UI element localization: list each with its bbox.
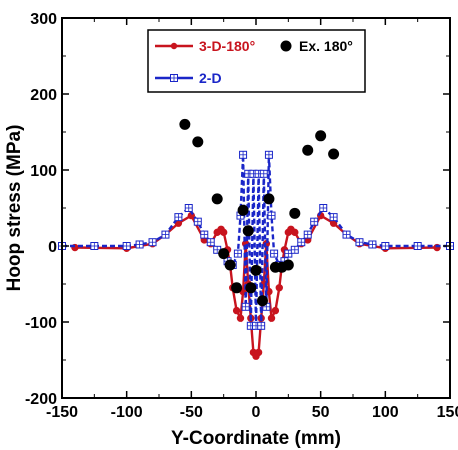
series-2d-point (233, 249, 242, 258)
series-3d-180-point (254, 348, 263, 357)
series-layer (58, 118, 454, 360)
x-tick-label: -150 (46, 404, 78, 421)
series-3d-180-point (291, 228, 299, 237)
series-ex-180-point (250, 264, 262, 276)
legend-ex-180-marker (280, 40, 292, 52)
series-2d-point (135, 240, 144, 249)
series-2d-point (241, 302, 250, 311)
y-tick-label: -100 (25, 315, 57, 332)
x-tick-label: -50 (180, 404, 203, 421)
series-2d-point (368, 240, 377, 249)
series-2d-point (381, 242, 390, 250)
series-ex-180-point (245, 282, 257, 294)
y-tick-label: 100 (30, 163, 57, 180)
series-2d-point (264, 150, 273, 159)
series-3d-180-point (236, 314, 245, 322)
series-2d-point (270, 249, 279, 258)
series-ex-180-point (242, 225, 254, 237)
x-axis-title: Y-Coordinate (mm) (171, 428, 341, 449)
series-ex-180-point (231, 282, 243, 294)
y-tick-label: 0 (48, 239, 57, 256)
series-2d-point (290, 245, 299, 254)
series-3d-180-point (219, 228, 228, 237)
series-2d-point (90, 242, 99, 250)
series-ex-180 (179, 118, 340, 307)
legend-ex-180-label: Ex. 180° (299, 38, 353, 54)
series-2d-point (200, 230, 209, 239)
series-2d-point (174, 213, 183, 222)
series-2d-point (161, 230, 170, 239)
series-ex-180-point (211, 193, 223, 205)
series-ex-180-point (256, 295, 268, 307)
series-2d-line (62, 154, 450, 326)
y-tick-label: 200 (30, 87, 57, 104)
series-ex-180-point (218, 248, 230, 260)
y-tick-label: -200 (25, 391, 57, 408)
x-tick-label: 0 (252, 404, 261, 421)
series-2d-point (297, 238, 306, 247)
series-2d-point (239, 150, 248, 159)
series-2d-point (259, 169, 268, 178)
series-ex-180-point (328, 148, 340, 160)
series-2d-point (413, 242, 422, 250)
legend-3d-180-marker (170, 42, 178, 50)
x-tick-label: 100 (372, 404, 399, 421)
series-2d-point (342, 230, 351, 239)
series-2d-point (329, 213, 338, 222)
legend-2d-label: 2-D (199, 70, 222, 86)
series-ex-180-point (224, 259, 236, 271)
series-ex-180-point (192, 136, 204, 148)
series-ex-180-point (289, 207, 301, 219)
series-3d-180-point (271, 306, 280, 315)
series-ex-180-point (179, 118, 191, 130)
series-2d-point (206, 238, 215, 247)
series-ex-180-point (302, 144, 314, 156)
legend-3d-180-label: 3-D-180° (199, 38, 255, 54)
series-2d-point (122, 242, 131, 250)
legend-2d-marker (170, 74, 178, 82)
legend: 3-D-180° Ex. 180° 2-D (147, 29, 366, 93)
series-3d-180-point (267, 314, 276, 322)
series-2d (58, 150, 454, 330)
y-axis-title: Hoop stress (MPa) (4, 125, 25, 292)
series-2d-point (267, 211, 276, 220)
legend-box (147, 29, 366, 93)
x-tick-label: 150 (437, 404, 458, 421)
series-ex-180-point (263, 193, 275, 205)
series-2d-point (303, 230, 312, 239)
series-2d-point (148, 238, 157, 247)
series-2d-point (184, 204, 193, 212)
series-ex-180-point (237, 204, 249, 216)
series-ex-180-point (282, 259, 294, 271)
series-2d-point (257, 321, 266, 330)
y-tick-label: 300 (30, 11, 57, 28)
series-2d-point (284, 249, 293, 258)
series-2d-point (355, 238, 364, 247)
axes-layer: -150 -100 -50 0 50 100 150 -200 -100 0 100 200 300 (25, 11, 458, 421)
series-2d-point (193, 217, 202, 226)
series-2d-point (319, 204, 328, 212)
series-3d-180-point (275, 284, 283, 292)
x-tick-label: 50 (312, 404, 330, 421)
series-2d-point (310, 217, 319, 226)
series-ex-180-point (315, 130, 327, 142)
x-tick-label: -100 (111, 404, 143, 421)
series-3d-180-point (232, 306, 241, 315)
